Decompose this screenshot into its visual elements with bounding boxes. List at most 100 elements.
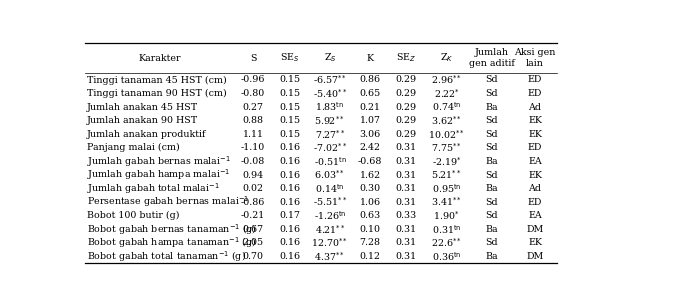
Text: 1.06: 1.06 (359, 198, 380, 207)
Text: 0.63: 0.63 (359, 211, 380, 220)
Text: 0.36$^{\rm tn}$: 0.36$^{\rm tn}$ (432, 250, 462, 263)
Text: Sd: Sd (485, 116, 498, 125)
Text: 0.94: 0.94 (242, 170, 263, 179)
Text: Bobot gabah hampa tanaman$^{-1}$ (g): Bobot gabah hampa tanaman$^{-1}$ (g) (87, 236, 257, 250)
Text: Sd: Sd (485, 198, 498, 207)
Text: Sd: Sd (485, 76, 498, 85)
Text: K: K (366, 54, 374, 63)
Text: 0.31: 0.31 (395, 184, 416, 193)
Text: EA: EA (528, 211, 542, 220)
Text: Bobot gabah bernas tanaman$^{-1}$ (g): Bobot gabah bernas tanaman$^{-1}$ (g) (87, 222, 257, 237)
Text: -1.26$^{\rm tn}$: -1.26$^{\rm tn}$ (313, 209, 346, 222)
Text: 0.15: 0.15 (279, 116, 301, 125)
Text: 4.21$^{**}$: 4.21$^{**}$ (315, 223, 345, 236)
Text: 0.88: 0.88 (242, 116, 263, 125)
Text: DM: DM (527, 225, 544, 234)
Text: 0.16: 0.16 (279, 143, 301, 152)
Text: ED: ED (528, 89, 542, 98)
Text: 6.03$^{**}$: 6.03$^{**}$ (314, 169, 345, 181)
Text: Sd: Sd (485, 130, 498, 139)
Text: 0.31: 0.31 (395, 157, 416, 166)
Text: -6.57$^{**}$: -6.57$^{**}$ (313, 74, 347, 86)
Text: 0.15: 0.15 (279, 76, 301, 85)
Text: 0.29: 0.29 (395, 76, 416, 85)
Text: -0.80: -0.80 (241, 89, 265, 98)
Text: Sd: Sd (485, 211, 498, 220)
Text: Jumlah anakan 45 HST: Jumlah anakan 45 HST (87, 103, 198, 112)
Text: 0.29: 0.29 (395, 103, 416, 112)
Text: 0.15: 0.15 (279, 130, 301, 139)
Text: Bobot 100 butir (g): Bobot 100 butir (g) (87, 211, 179, 220)
Text: 0.29: 0.29 (395, 130, 416, 139)
Text: 0.16: 0.16 (279, 170, 301, 179)
Text: Sd: Sd (485, 143, 498, 152)
Text: EK: EK (528, 130, 542, 139)
Text: Z$_S$: Z$_S$ (324, 52, 336, 64)
Text: 0.70: 0.70 (242, 252, 263, 261)
Text: S: S (250, 54, 257, 63)
Text: EK: EK (528, 116, 542, 125)
Text: 0.31: 0.31 (395, 170, 416, 179)
Text: -0.51$^{\rm tn}$: -0.51$^{\rm tn}$ (313, 155, 346, 168)
Text: 3.06: 3.06 (359, 130, 380, 139)
Text: EK: EK (528, 238, 542, 247)
Text: 0.10: 0.10 (359, 225, 380, 234)
Text: 0.12: 0.12 (359, 252, 380, 261)
Text: 2.22$^{*}$: 2.22$^{*}$ (433, 87, 460, 100)
Text: 0.16: 0.16 (279, 238, 301, 247)
Text: SE$_Z$: SE$_Z$ (395, 52, 416, 64)
Text: ED: ED (528, 143, 542, 152)
Text: 7.27$^{**}$: 7.27$^{**}$ (315, 128, 345, 141)
Text: 22.6$^{**}$: 22.6$^{**}$ (431, 237, 462, 249)
Text: 0.16: 0.16 (279, 157, 301, 166)
Text: -0.86: -0.86 (241, 198, 265, 207)
Text: 0.33: 0.33 (395, 211, 416, 220)
Text: 1.62: 1.62 (359, 170, 380, 179)
Text: Ba: Ba (485, 157, 498, 166)
Text: Aksi gen
lain: Aksi gen lain (515, 48, 556, 68)
Text: 0.29: 0.29 (395, 116, 416, 125)
Text: 0.31: 0.31 (395, 238, 416, 247)
Text: EA: EA (528, 157, 542, 166)
Text: -0.21: -0.21 (241, 211, 265, 220)
Text: 5.92$^{**}$: 5.92$^{**}$ (315, 114, 345, 127)
Text: 2.05: 2.05 (242, 238, 263, 247)
Text: 7.28: 7.28 (359, 238, 380, 247)
Text: 0.15: 0.15 (279, 89, 301, 98)
Text: 0.31: 0.31 (395, 198, 416, 207)
Text: Persentase gabah bernas malai$^{-1}$: Persentase gabah bernas malai$^{-1}$ (87, 195, 249, 209)
Text: 0.15: 0.15 (279, 103, 301, 112)
Text: 0.31$^{\rm tn}$: 0.31$^{\rm tn}$ (432, 223, 462, 236)
Text: 1.90$^{*}$: 1.90$^{*}$ (433, 209, 460, 222)
Text: 7.75$^{**}$: 7.75$^{**}$ (431, 141, 462, 154)
Text: Jumlah anakan 90 HST: Jumlah anakan 90 HST (87, 116, 198, 125)
Text: Jumlah
gen aditif: Jumlah gen aditif (468, 48, 515, 68)
Text: -5.51$^{**}$: -5.51$^{**}$ (313, 196, 347, 209)
Text: -2.19$^{*}$: -2.19$^{*}$ (432, 155, 462, 168)
Text: 0.16: 0.16 (279, 252, 301, 261)
Text: Jumlah anakan produktif: Jumlah anakan produktif (87, 130, 206, 139)
Text: 0.95$^{\rm tn}$: 0.95$^{\rm tn}$ (432, 182, 462, 195)
Text: 0.16: 0.16 (279, 184, 301, 193)
Text: 0.86: 0.86 (359, 76, 380, 85)
Text: Sd: Sd (485, 238, 498, 247)
Text: 0.74$^{\rm tn}$: 0.74$^{\rm tn}$ (432, 101, 462, 113)
Text: Ad: Ad (529, 103, 542, 112)
Text: 0.30: 0.30 (359, 184, 380, 193)
Text: 0.14$^{\rm tn}$: 0.14$^{\rm tn}$ (315, 182, 345, 195)
Text: 0.67: 0.67 (242, 225, 263, 234)
Text: 12.70$^{**}$: 12.70$^{**}$ (311, 237, 349, 249)
Text: Sd: Sd (485, 170, 498, 179)
Text: ED: ED (528, 198, 542, 207)
Text: 1.83$^{\rm tn}$: 1.83$^{\rm tn}$ (315, 101, 345, 113)
Text: Tinggi tanaman 90 HST (cm): Tinggi tanaman 90 HST (cm) (87, 89, 227, 98)
Text: 0.31: 0.31 (395, 143, 416, 152)
Text: -0.68: -0.68 (358, 157, 383, 166)
Text: 3.41$^{**}$: 3.41$^{**}$ (431, 196, 462, 209)
Text: 0.27: 0.27 (242, 103, 263, 112)
Text: Jumlah gabah hampa malai$^{-1}$: Jumlah gabah hampa malai$^{-1}$ (87, 168, 230, 182)
Text: Ba: Ba (485, 184, 498, 193)
Text: 0.65: 0.65 (359, 89, 380, 98)
Text: 5.21$^{**}$: 5.21$^{**}$ (431, 169, 462, 181)
Text: 2.42: 2.42 (359, 143, 380, 152)
